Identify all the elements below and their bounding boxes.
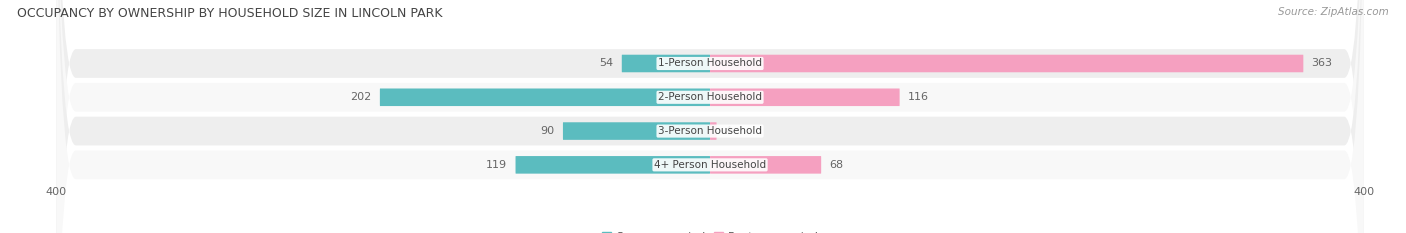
Text: 4: 4	[724, 126, 733, 136]
FancyBboxPatch shape	[56, 0, 1364, 233]
FancyBboxPatch shape	[710, 122, 717, 140]
Text: 54: 54	[599, 58, 613, 69]
FancyBboxPatch shape	[516, 156, 710, 174]
Text: 2-Person Household: 2-Person Household	[658, 92, 762, 102]
Text: 1-Person Household: 1-Person Household	[658, 58, 762, 69]
Text: OCCUPANCY BY OWNERSHIP BY HOUSEHOLD SIZE IN LINCOLN PARK: OCCUPANCY BY OWNERSHIP BY HOUSEHOLD SIZE…	[17, 7, 443, 20]
Text: 4+ Person Household: 4+ Person Household	[654, 160, 766, 170]
FancyBboxPatch shape	[56, 0, 1364, 233]
FancyBboxPatch shape	[710, 156, 821, 174]
FancyBboxPatch shape	[710, 89, 900, 106]
FancyBboxPatch shape	[380, 89, 710, 106]
Text: 363: 363	[1312, 58, 1333, 69]
FancyBboxPatch shape	[621, 55, 710, 72]
Text: 3-Person Household: 3-Person Household	[658, 126, 762, 136]
Text: Source: ZipAtlas.com: Source: ZipAtlas.com	[1278, 7, 1389, 17]
Text: 90: 90	[541, 126, 555, 136]
FancyBboxPatch shape	[56, 0, 1364, 233]
Text: 68: 68	[830, 160, 844, 170]
FancyBboxPatch shape	[562, 122, 710, 140]
Text: 116: 116	[908, 92, 929, 102]
Legend: Owner-occupied, Renter-occupied: Owner-occupied, Renter-occupied	[598, 227, 823, 233]
FancyBboxPatch shape	[56, 0, 1364, 233]
FancyBboxPatch shape	[710, 55, 1303, 72]
Text: 202: 202	[350, 92, 371, 102]
Text: 119: 119	[486, 160, 508, 170]
